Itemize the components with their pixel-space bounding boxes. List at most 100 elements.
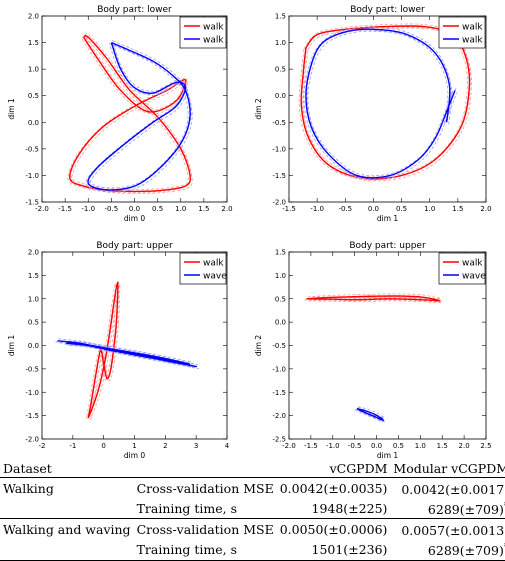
results-table: Dataset vCGPDM Modular vCGPDM Walking Cr… xyxy=(0,460,505,561)
plot-data xyxy=(304,293,443,423)
plot-data xyxy=(298,23,472,182)
cell-modular-value: 6289(±709) xyxy=(427,543,504,559)
legend: walk wave xyxy=(179,252,227,285)
legend: walk walk xyxy=(438,16,486,49)
chart-title: Body part: upper xyxy=(349,241,426,251)
x-axis-label: dim 1 xyxy=(377,214,399,223)
series-trace-walk-2 xyxy=(303,29,454,180)
series-trace-wave-1 xyxy=(59,342,199,369)
x-tick-label: 1.5 xyxy=(437,442,448,450)
y-tick-label: -1.5 xyxy=(25,412,39,420)
series-trace-walk-1 xyxy=(307,30,458,181)
legend-label: walk xyxy=(203,23,224,33)
legend-label: walk xyxy=(462,23,483,33)
x-tick-label: 4 xyxy=(225,442,230,450)
y-tick-label: -1.0 xyxy=(272,365,286,373)
legend: walk wave xyxy=(438,252,486,285)
legend-box xyxy=(179,252,227,285)
series-trace-walk-1 xyxy=(302,27,472,182)
figure-canvas: -2.0 -1.5 -1.0 -0.5 0.0 0.5 1.0 1.5 2.0 -1.5 -1.0 -… xyxy=(7,5,492,460)
y-tick-label: -2.5 xyxy=(272,436,286,444)
y-tick-label: 1.0 xyxy=(28,295,39,303)
x-tick-label: -1.0 xyxy=(310,205,324,213)
series-trace-walk-1 xyxy=(308,297,443,304)
x-tick-label: 1 xyxy=(132,442,136,450)
header-metric xyxy=(133,460,277,478)
y-axis-label: dim 2 xyxy=(254,98,263,120)
cell-star: * xyxy=(504,541,505,553)
table-row: Walking and waving Cross-validation MSE … xyxy=(0,518,505,540)
x-tick-label: 1.5 xyxy=(452,205,463,213)
table-header-row: Dataset vCGPDM Modular vCGPDM xyxy=(0,460,505,478)
cell-metric: Cross-validation MSE xyxy=(133,477,277,499)
legend-label: walk xyxy=(462,36,483,46)
y-tick-label: 2.0 xyxy=(28,249,39,257)
y-axis-label: dim 1 xyxy=(7,98,16,120)
legend-label: walk xyxy=(462,259,483,269)
x-tick-label: 0.5 xyxy=(393,442,404,450)
y-tick-label: 0.5 xyxy=(28,319,39,327)
x-tick-label: 2 xyxy=(163,442,167,450)
y-tick-label: 0.0 xyxy=(275,92,286,100)
plot-data xyxy=(55,279,199,421)
y-tick-label: -0.5 xyxy=(25,365,39,373)
series-line-walk-2 xyxy=(305,28,456,179)
x-tick-label: -0.5 xyxy=(348,442,362,450)
y-tick-label: 0.5 xyxy=(275,295,286,303)
series-line-walk-2 xyxy=(87,41,191,191)
legend-label: walk xyxy=(203,259,224,269)
y-axis-label: dim 1 xyxy=(7,335,16,357)
y-tick-label: 0.5 xyxy=(28,92,39,100)
series-trace-walk-2 xyxy=(85,282,117,420)
series-trace-walk-2 xyxy=(85,43,189,192)
y-tick-label: -1.5 xyxy=(272,172,286,180)
plot-data xyxy=(67,33,193,194)
x-axis-label: dim 0 xyxy=(124,214,146,223)
x-tick-label: 0.5 xyxy=(152,205,163,213)
x-tick-label: -1.5 xyxy=(304,442,318,450)
x-axis-label: dim 1 xyxy=(377,451,399,460)
plot-frame xyxy=(288,15,487,203)
cell-modular: 0.0042(±0.0017) xyxy=(390,477,505,499)
x-tick-label: -1 xyxy=(69,442,76,450)
y-tick-label: 1.5 xyxy=(275,13,286,21)
y-tick-label: -0.5 xyxy=(272,119,286,127)
series-trace-walk-3 xyxy=(306,26,457,177)
cell-dataset xyxy=(0,498,134,519)
x-tick-label: -2.0 xyxy=(282,442,296,450)
y-tick-label: 1.5 xyxy=(28,39,39,47)
legend-label: walk xyxy=(203,36,224,46)
legend-box xyxy=(179,16,227,49)
y-tick-label: 1.5 xyxy=(275,249,286,257)
x-tick-label: 2.0 xyxy=(221,205,232,213)
header-vcgpdm: vCGPDM xyxy=(276,460,391,478)
cell-metric: Training time, s xyxy=(136,500,238,516)
cell-dataset: Walking xyxy=(0,477,134,499)
y-tick-label: -0.5 xyxy=(272,342,286,350)
cell-dataset: Walking and waving xyxy=(0,518,134,540)
y-tick-label: -1.0 xyxy=(25,172,39,180)
y-tick-label: -1.5 xyxy=(272,389,286,397)
x-tick-label: 2.5 xyxy=(480,442,491,450)
y-tick-label: -1.5 xyxy=(25,199,39,207)
y-tick-label: -2.0 xyxy=(272,412,286,420)
y-tick-label: 1.0 xyxy=(28,66,39,74)
cell-star: * xyxy=(504,500,505,512)
y-tick-label: 1.0 xyxy=(275,39,286,47)
legend: walk walk xyxy=(179,16,227,49)
series-trace-wave-1 xyxy=(358,410,386,423)
chart-title: Body part: lower xyxy=(97,5,172,15)
x-tick-label: -0.5 xyxy=(338,205,352,213)
legend-box xyxy=(438,252,486,285)
x-tick-label: 1.0 xyxy=(175,205,186,213)
cell-modular-value: 0.0042(±0.0017) xyxy=(401,482,505,498)
y-tick-label: -1.0 xyxy=(25,389,39,397)
x-tick-label: -1.5 xyxy=(58,205,72,213)
x-tick-label: 0.0 xyxy=(129,205,140,213)
cell-modular: 0.0057(±0.0013) xyxy=(390,518,505,540)
y-axis-label: dim 2 xyxy=(254,335,263,357)
chart-panel-2: -1.5 -1.0 -0.5 0.0 0.5 1.0 1.5 2.0-2.0-1.5-1.0-… xyxy=(254,5,492,223)
cell-modular-value: 6289(±709) xyxy=(427,502,504,518)
cell-modular: 6289(±709)* xyxy=(390,498,505,519)
y-tick-label: -0.5 xyxy=(25,145,39,153)
